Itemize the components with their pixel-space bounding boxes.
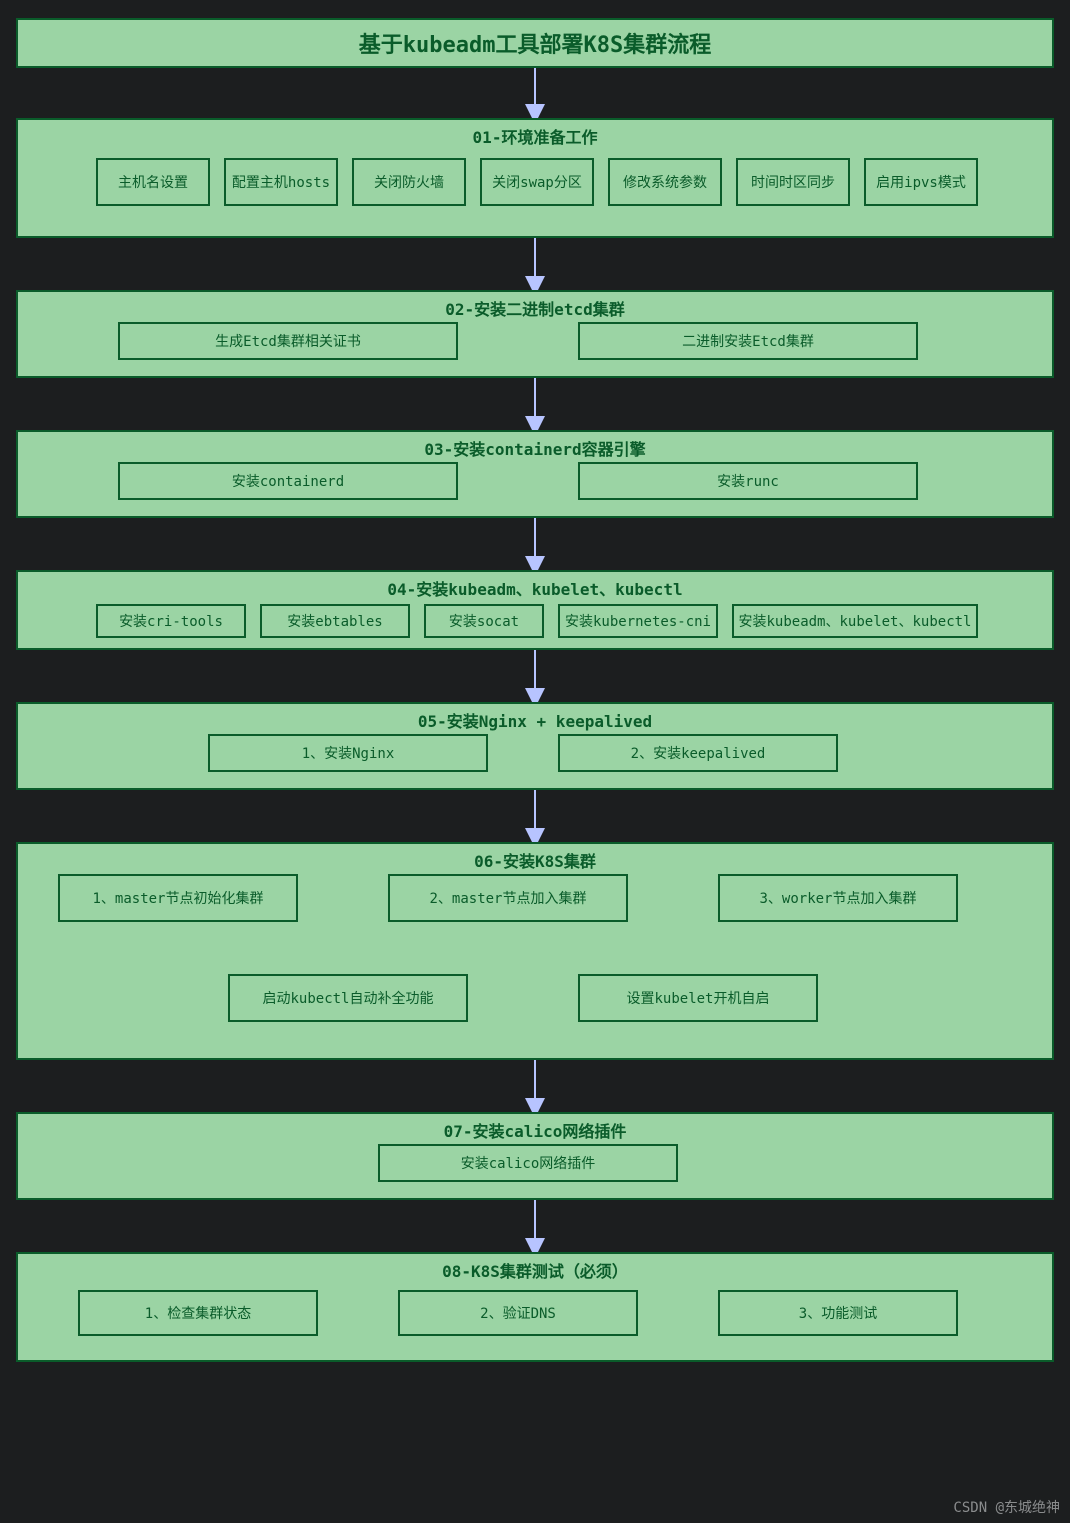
step-box: 安装ebtables xyxy=(260,604,410,638)
step-box: 安装calico网络插件 xyxy=(378,1144,678,1182)
step-box: 2、master节点加入集群 xyxy=(388,874,628,922)
watermark: CSDN @东城绝神 xyxy=(953,1497,1060,1517)
step-box: 修改系统参数 xyxy=(608,158,722,206)
section-title: 01-环境准备工作 xyxy=(18,124,1052,148)
step-box: 关闭swap分区 xyxy=(480,158,594,206)
section-s08: 08-K8S集群测试（必须） 1、检查集群状态 2、验证DNS 3、功能测试 xyxy=(16,1252,1054,1362)
step-box: 设置kubelet开机自启 xyxy=(578,974,818,1022)
step-box: 生成Etcd集群相关证书 xyxy=(118,322,458,360)
step-box: 安装socat xyxy=(424,604,544,638)
step-box: 1、安装Nginx xyxy=(208,734,488,772)
step-box: 配置主机hosts xyxy=(224,158,338,206)
step-box: 时间时区同步 xyxy=(736,158,850,206)
section-title: 02-安装二进制etcd集群 xyxy=(18,296,1052,320)
section-title: 08-K8S集群测试（必须） xyxy=(18,1258,1052,1282)
step-box: 2、安装keepalived xyxy=(558,734,838,772)
step-box: 安装runc xyxy=(578,462,918,500)
section-title: 04-安装kubeadm、kubelet、kubectl xyxy=(18,576,1052,600)
step-box: 1、master节点初始化集群 xyxy=(58,874,298,922)
section-s03: 03-安装containerd容器引擎安装containerd 安装runc xyxy=(16,430,1054,518)
section-title: 06-安装K8S集群 xyxy=(18,848,1052,872)
step-box: 3、worker节点加入集群 xyxy=(718,874,958,922)
section-s04: 04-安装kubeadm、kubelet、kubectl 安装cri-tools 安… xyxy=(16,570,1054,650)
section-title: 03-安装containerd容器引擎 xyxy=(18,436,1052,460)
step-box: 主机名设置 xyxy=(96,158,210,206)
step-box: 关闭防火墙 xyxy=(352,158,466,206)
section-title: 05-安装Nginx + keepalived xyxy=(18,708,1052,732)
step-box: 安装kubernetes-cni xyxy=(558,604,718,638)
section-s07: 07-安装calico网络插件安装calico网络插件 xyxy=(16,1112,1054,1200)
step-box: 3、功能测试 xyxy=(718,1290,958,1336)
step-box: 安装kubeadm、kubelet、kubectl xyxy=(732,604,978,638)
section-s01: 01-环境准备工作主机名设置配置主机hosts 关闭防火墙关闭swap分区修改系统… xyxy=(16,118,1054,238)
step-box: 安装containerd xyxy=(118,462,458,500)
section-s05: 05-安装Nginx + keepalived1、安装Nginx 2、安装keep… xyxy=(16,702,1054,790)
step-box: 2、验证DNS xyxy=(398,1290,638,1336)
step-box: 1、检查集群状态 xyxy=(78,1290,318,1336)
step-box: 二进制安装Etcd集群 xyxy=(578,322,918,360)
section-s06: 06-安装K8S集群1、master节点初始化集群 2、master节点加入集群 3… xyxy=(16,842,1054,1060)
step-box: 启用ipvs模式 xyxy=(864,158,978,206)
step-box: 安装cri-tools xyxy=(96,604,246,638)
section-s02: 02-安装二进制etcd集群生成Etcd集群相关证书 二进制安装Etcd集群 xyxy=(16,290,1054,378)
section-title: 07-安装calico网络插件 xyxy=(18,1118,1052,1142)
diagram-title: 基于kubeadm工具部署K8S集群流程 xyxy=(16,18,1054,68)
step-box: 启动kubectl自动补全功能 xyxy=(228,974,468,1022)
